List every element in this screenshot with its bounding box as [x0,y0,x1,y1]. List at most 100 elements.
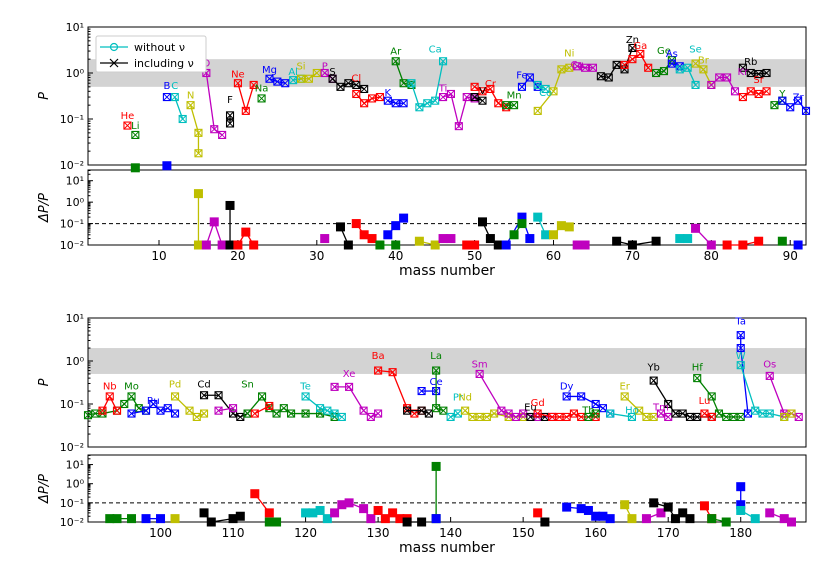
top-dP-point [777,236,787,246]
top-dP-xtick-label: 30 [309,249,324,263]
top-P-point-cross [320,69,329,77]
bottom-P-point-cross [693,413,702,421]
top-dP-point [193,240,203,250]
top-dP-point [706,240,716,250]
bottom-P-point-cross [562,392,571,401]
top-dP-xtick-label: 20 [230,249,245,263]
bottom-P-element-label: Er [619,381,630,392]
top-P-point [312,68,321,78]
top-P-element-label: Ne [231,69,245,80]
bottom-P-point-cross [265,404,274,413]
bottom-dP-point [786,517,796,527]
top-P-element-label: K [385,88,392,99]
top-P-point [746,68,755,78]
bottom-P-point-cross [403,406,411,415]
bottom-dP-point [431,461,441,471]
bottom-P-point-cross [722,413,731,421]
bottom-dP-point [388,508,398,518]
top-P-point-cross [352,90,361,98]
top-P-element-label: Ga [633,41,647,52]
bottom-P-point-cross [425,409,433,418]
top-P-point-cross [518,82,526,91]
top-P-point [431,96,440,105]
top-P-point-cross [194,128,203,137]
bottom-P-point-cross [794,413,803,421]
top-P-point-cross [628,55,637,64]
top-P-point-cross [131,131,140,139]
top-dP-point [493,240,503,250]
bottom-P-point [620,392,629,401]
top-dP-point [391,240,401,250]
top-dP-point [201,240,211,250]
bottom-P-point [170,392,180,401]
legend-label-including: including ν [134,57,194,70]
top-P-element-label: Al [288,67,298,78]
top-P-element-label: Br [698,56,710,67]
bottom-P-point [446,412,455,421]
top-P-point [754,89,763,99]
bottom-P-element-label: Xe [343,369,356,380]
bottom-P-point [649,376,658,385]
top-P-ytick-label: 10¹ [66,21,84,34]
top-P-point [360,84,369,94]
bottom-P-point [149,399,158,409]
top-P-point-cross [470,93,479,101]
top-P-point [486,84,495,94]
bottom-P-point-cross [664,413,673,421]
top-P-point-cross [549,87,558,96]
bottom-P-point [787,409,796,418]
top-P-point [723,73,732,82]
bottom-P-point-cross [758,409,767,418]
bottom-P-point [258,392,267,401]
bottom-P-point-cross [519,409,528,418]
bottom-P-point-cross [468,413,477,421]
bottom-P-point-cross [628,413,636,421]
bottom-dP-point [417,517,427,527]
top-P-point [604,73,613,82]
bottom-P-point [229,404,238,413]
bottom-P-element-label: Mo [124,381,139,392]
top-P-point-cross [533,107,542,115]
bottom-dP-ytick-label: 10⁻² [60,516,84,529]
top-dP-point [351,219,361,229]
top-P-point-cross [439,93,447,101]
bottom-P-point [388,368,397,377]
bottom-P-point-cross [475,413,484,421]
bottom-dP-point [431,514,441,524]
bottom-P-point [635,406,644,415]
bottom-P-point-cross [671,409,680,418]
bottom-P-point [707,412,716,421]
bottom-P-point [170,409,180,418]
bottom-P-element-label: Ho [625,406,639,417]
top-dP-point [217,240,227,250]
bottom-dP-point [641,514,651,524]
top-dP-point [556,221,566,231]
bottom-dP-point [627,514,637,524]
top-P-point-cross [731,87,739,96]
top-P-point-cross [376,93,384,101]
top-P-point [225,119,235,128]
bottom-P-point-cross [736,331,745,339]
bottom-P-point [127,392,136,401]
bottom-P-point [562,392,571,401]
bottom-P-point-cross [715,409,723,418]
top-P-point [794,96,803,105]
bottom-dP-point [670,514,680,524]
top-P-point-cross [770,101,779,110]
top-P-element-label: Li [131,121,139,132]
bottom-dP-ylabel: ΔP/P [37,474,52,504]
top-P-point [391,57,400,66]
top-P-point [470,93,479,102]
bottom-dP-point [562,502,572,512]
top-dP-point [241,227,251,237]
bottom-P-point-cross [243,409,252,418]
top-P-point-cross [699,65,708,74]
top-dP-point [343,240,353,250]
top-P-point-cross [312,69,321,77]
top-P-point [423,99,432,108]
top-P-point-cross [628,44,637,52]
top-P-ytick-label: 10⁻² [60,159,84,172]
bottom-P-point [606,409,615,418]
top-P-point [281,79,290,88]
bottom-P-point-cross [337,413,346,421]
